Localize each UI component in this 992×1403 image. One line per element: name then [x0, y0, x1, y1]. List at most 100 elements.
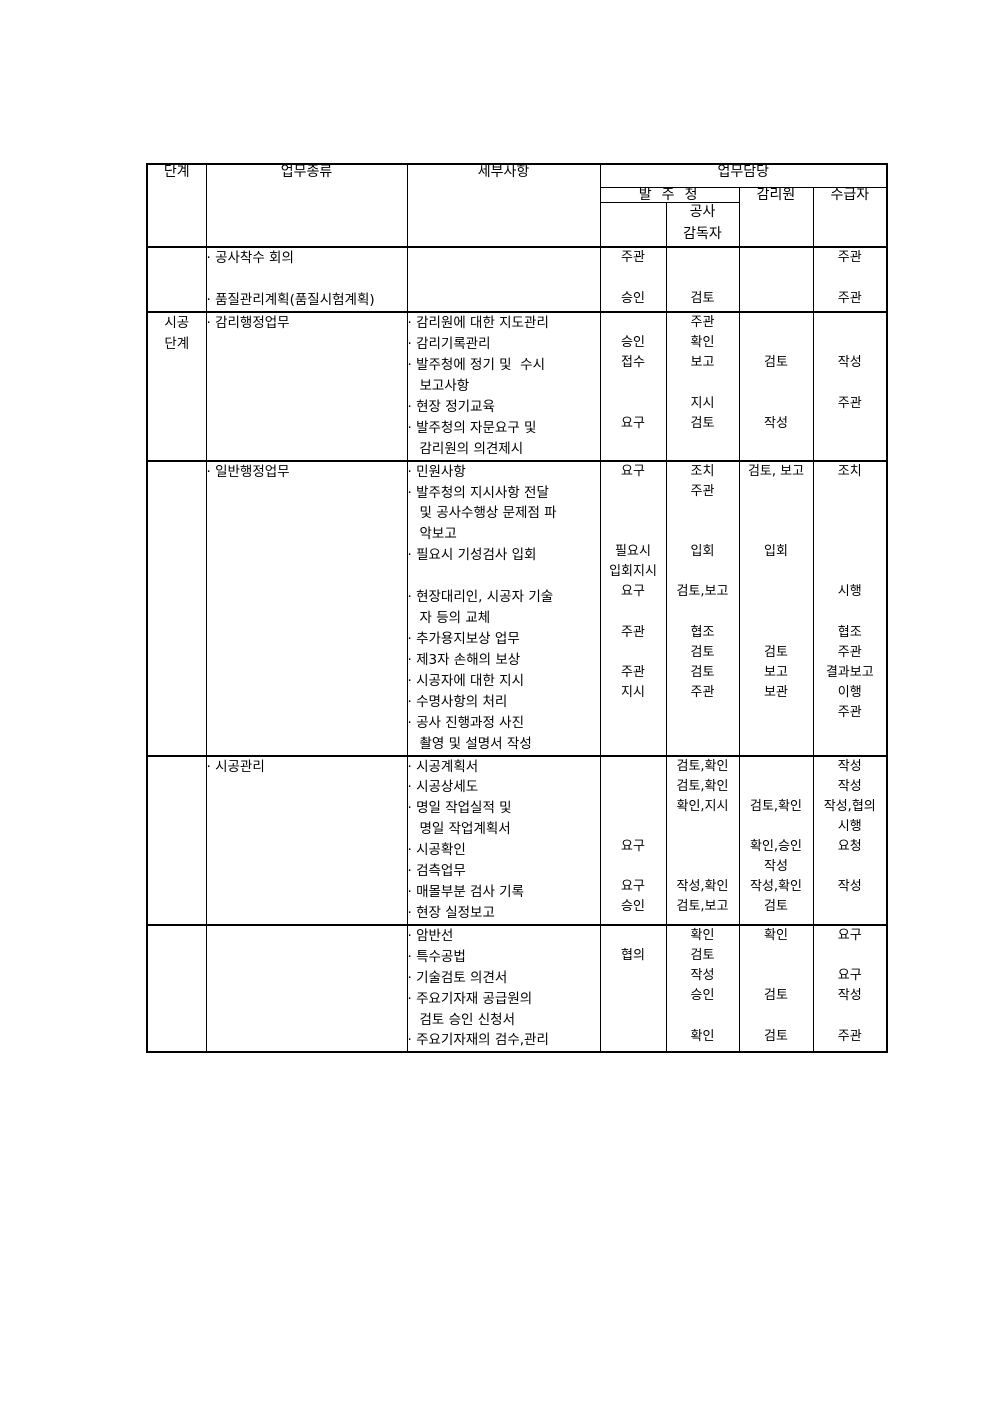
table-row: · 암반선 · 특수공법 · 기술검토 의견서 · 주요기자재 공급원의 검토 승인 신…	[146, 923, 888, 1053]
detail-line: · 현장 실정보고	[407, 904, 495, 921]
detail-line	[408, 566, 600, 587]
detail-line: · 현장 정기교육	[407, 398, 495, 415]
header-task-kind: 업무종류	[205, 163, 408, 248]
detail-line: · 추가용지보상 업무	[407, 630, 520, 647]
cell-supervisor-line	[740, 603, 813, 623]
cell-contractor-line: 작성	[837, 879, 862, 895]
detail-line: 감리원의 의견제시	[419, 440, 524, 457]
cell-contractor-line	[814, 333, 887, 353]
detail-line: · 주요기자재 공급원의	[407, 990, 533, 1007]
stage-line: 단계	[164, 336, 190, 353]
cell-contractor: 조치 시행 협조 주관 결과보고 이행 주관	[812, 459, 888, 756]
cell-supervisor-line	[740, 757, 813, 777]
cell-owner-agency-line	[601, 777, 666, 797]
cell-owner-agency-line	[601, 394, 666, 414]
cell-stage	[146, 459, 207, 756]
cell-supervisor-line: 작성,확인	[750, 879, 802, 895]
cell-supervisor	[738, 246, 814, 313]
cell-construction-supervisor-line: 보고	[690, 355, 715, 371]
cell-owner-agency-line	[601, 603, 666, 623]
cell-supervisor-line	[740, 248, 813, 268]
cell-supervisor-line: 확인,승인	[750, 839, 802, 855]
cell-owner-agency-line: 접수	[621, 355, 645, 371]
cell-contractor-line	[814, 374, 887, 394]
cell-supervisor-line	[740, 582, 813, 602]
cell-construction-supervisor-line: 확인,지시	[676, 798, 729, 814]
cell-contractor-line: 시행	[837, 584, 862, 600]
cell-stage	[146, 246, 207, 313]
cell-owner-agency-line: 승인	[621, 335, 645, 351]
cell-supervisor-line	[740, 817, 813, 837]
cell-contractor-line	[814, 522, 887, 542]
cell-contractor-line: 주관	[837, 705, 862, 721]
detail-line: · 발주청의 지시사항 전달	[407, 484, 549, 501]
cell-construction-supervisor-line	[667, 562, 739, 582]
task-kind-line	[207, 269, 407, 290]
detail-line: · 현장대리인, 시공자 기술	[407, 589, 554, 606]
header-construction-supervisor: 공사 감독자	[665, 202, 740, 249]
cell-contractor-line	[814, 1006, 887, 1026]
cell-supervisor-line	[740, 394, 813, 414]
cell-owner-agency-line: 요구	[621, 584, 645, 600]
header-supervisor: 감리원	[738, 187, 814, 248]
cell-supervisor-line: 작성	[764, 859, 788, 875]
table-body-group: · 공사착수 회의 · 품질관리계획(품질시험계획) 주관 승인 검토 주관 주…	[146, 246, 888, 1053]
cell-owner-agency-line	[601, 269, 666, 289]
cell-contractor-line	[814, 502, 887, 522]
cell-construction-supervisor-line: 검토	[690, 290, 715, 306]
cell-supervisor: 확인 검토 검토	[738, 923, 814, 1053]
stage-line: 시공	[164, 315, 190, 332]
task-kind-line	[207, 926, 407, 947]
detail-line: · 수명사항의 처리	[407, 693, 508, 710]
cell-owner-agency-line: 요구	[621, 415, 645, 431]
cell-construction-supervisor-line: 검토	[690, 644, 715, 660]
cell-task-kind	[205, 923, 408, 1053]
cell-contractor-line: 결과보고	[825, 665, 874, 680]
cell-construction-supervisor-line: 주관	[690, 483, 715, 499]
cell-contractor-line: 이행	[837, 685, 862, 701]
cell-construction-supervisor-line: 작성,확인	[676, 879, 729, 895]
cell-owner-agency: 요구 필요시 입회지시 요구 주관 주관 지시	[599, 459, 667, 756]
cell-stage	[146, 923, 207, 1053]
cell-task-kind: · 시공관리	[205, 754, 408, 926]
cell-construction-supervisor-line	[667, 522, 739, 542]
cell-supervisor-line	[740, 333, 813, 353]
cell-supervisor-line: 검토	[764, 355, 788, 371]
cell-construction-supervisor-line: 확인	[690, 927, 715, 943]
cell-contractor-line: 주관	[837, 250, 862, 266]
cell-construction-supervisor-line: 주관	[690, 685, 715, 701]
cell-contractor-line: 요구	[837, 968, 862, 984]
cell-owner-agency-line: 요구	[621, 463, 645, 479]
cell-detail: · 암반선 · 특수공법 · 기술검토 의견서 · 주요기자재 공급원의 검토 승인 신…	[406, 923, 601, 1053]
table-row: · 공사착수 회의 · 품질관리계획(품질시험계획) 주관 승인 검토 주관 주…	[146, 246, 888, 313]
header-assignee-group: 업무담당	[599, 163, 888, 188]
cell-owner-agency: 요구 요구 승인	[599, 754, 667, 926]
cell-supervisor-line: 보고	[764, 665, 788, 680]
cell-contractor-line: 작성	[837, 778, 862, 794]
cell-supervisor: 검토 작성	[738, 311, 814, 462]
cell-owner-agency-line	[601, 797, 666, 817]
cell-supervisor-line	[740, 482, 813, 502]
cell-supervisor-line: 검토	[764, 899, 788, 915]
cell-owner-agency-line: 주관	[621, 250, 645, 266]
detail-line: 보고사항	[419, 377, 470, 394]
cell-supervisor: 검토, 보고 입회 검토 보고 보관	[738, 459, 814, 756]
cell-supervisor-line	[740, 562, 813, 582]
cell-construction-supervisor-line	[667, 248, 739, 268]
cell-contractor-line: 주관	[837, 644, 862, 660]
cell-owner-agency-line	[601, 757, 666, 777]
table-row: · 시공관리 · 시공계획서 · 시공상세도 · 명일 작업실적 및 명일 작업계획서 ·…	[146, 754, 888, 926]
cell-contractor-line: 시행	[837, 818, 862, 834]
header-row-2: 발 주 청 감리원 수급자	[147, 187, 888, 248]
cell-construction-supervisor: 주관 확인 보고 지시 검토	[665, 311, 740, 462]
cell-task-kind: · 일반행정업무	[205, 459, 408, 756]
cell-construction-supervisor-line: 검토,보고	[676, 584, 729, 600]
cell-construction-supervisor-line	[667, 269, 739, 289]
cell-supervisor-line: 입회	[764, 544, 788, 560]
detail-line	[408, 248, 600, 269]
cell-construction-supervisor-line	[667, 374, 739, 394]
cell-construction-supervisor-line: 입회	[690, 544, 715, 560]
cell-owner-agency: 주관 승인	[599, 246, 667, 313]
cell-construction-supervisor-line: 승인	[690, 988, 715, 1004]
